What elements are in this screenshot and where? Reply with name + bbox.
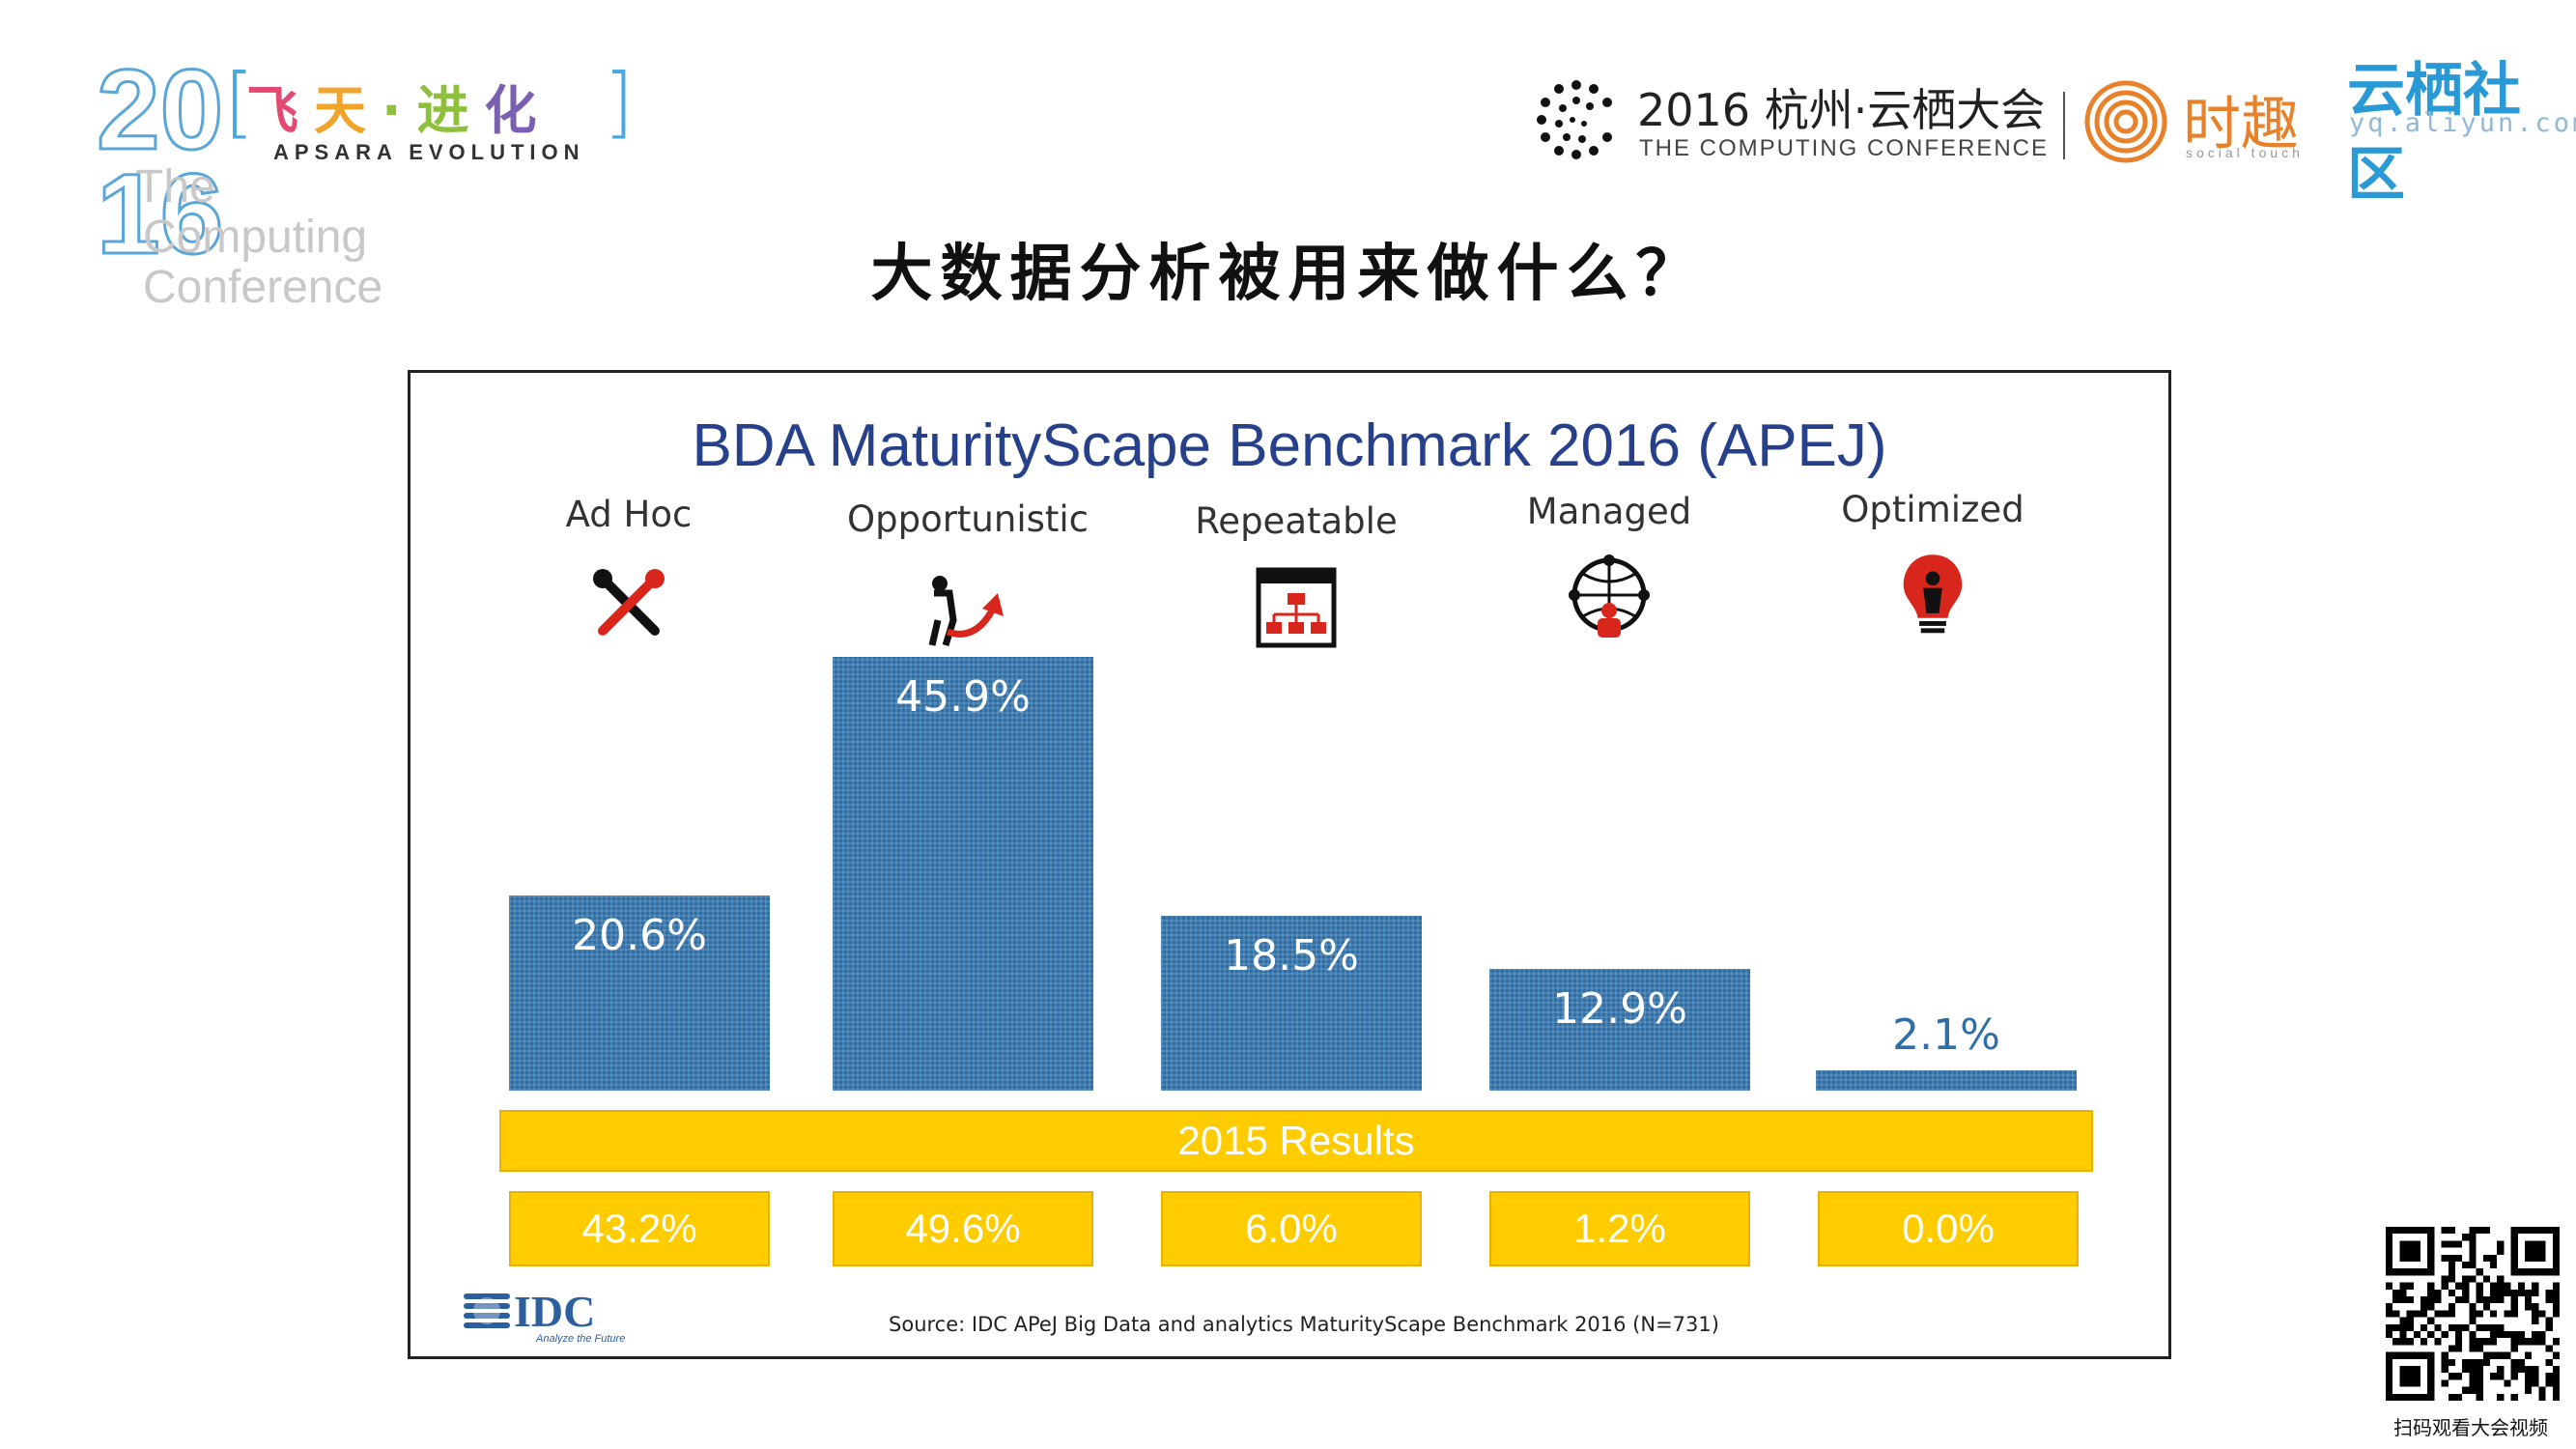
org-chart-icon: [1256, 567, 1337, 648]
conf-sub-line-2: Computing: [143, 212, 368, 263]
apsara-char-2: 天: [314, 80, 382, 141]
category-label-opportunistic: Opportunistic: [846, 498, 1090, 540]
chart-title: BDA MaturityScape Benchmark 2016 (APEJ): [692, 412, 1887, 479]
year-top-digits: 20: [95, 46, 224, 174]
idc-logo-text: IDC: [514, 1287, 595, 1336]
idc-logo: IDC Analyze the Future: [464, 1287, 625, 1344]
network-people-icon: [1569, 554, 1650, 638]
comparison-value-box: 43.2%: [509, 1191, 770, 1266]
bar-value-label: 18.5%: [1224, 931, 1359, 980]
header-divider: [2063, 92, 2065, 159]
category-label-ad-hoc: Ad Hoc: [565, 494, 693, 535]
yunqi-community-url: yq.aliyun.com: [2349, 108, 2576, 138]
yunqi-conference-subtitle: THE COMPUTING CONFERENCE: [1639, 135, 2050, 161]
slide-title: 大数据分析被用来做什么？: [870, 239, 1706, 310]
growth-arrow-icon: [928, 576, 1004, 647]
qr-code[interactable]: [2386, 1227, 2560, 1401]
category-label-optimized: Optimized: [1841, 489, 2024, 530]
lightbulb-person-icon: [1903, 554, 1963, 634]
bar-value-label: 20.6%: [572, 911, 707, 960]
comparison-value-box: 6.0%: [1161, 1191, 1422, 1266]
chart-frame: BDA MaturityScape Benchmark 2016 (APEJ) …: [408, 370, 2171, 1359]
yunqi-conference-icon: [1537, 80, 1612, 159]
qr-caption: 扫码观看大会视频: [2393, 1416, 2548, 1439]
bracket-right: ]: [604, 57, 635, 147]
bar-opportunistic: [833, 657, 1093, 1091]
apsara-char-3: ·: [382, 80, 417, 141]
comparison-value-box: 1.2%: [1489, 1191, 1750, 1266]
bar-value-label: 45.9%: [895, 672, 1031, 722]
comparison-value-box: 49.6%: [833, 1191, 1093, 1266]
tools-icon: [593, 569, 665, 636]
category-label-repeatable: Repeatable: [1195, 500, 1398, 542]
shiqu-title: 时趣: [2183, 91, 2299, 158]
bar-ad-hoc: [509, 895, 770, 1091]
apsara-char-5: 化: [484, 80, 552, 141]
bar-managed: [1489, 969, 1750, 1091]
comparison-value-box: 0.0%: [1818, 1191, 2079, 1266]
conference-subtitle: The Computing Conference: [135, 162, 383, 313]
category-label-managed: Managed: [1526, 491, 1692, 532]
conf-sub-line-3: Conference: [143, 262, 383, 313]
apsara-en-title: APSARA EVOLUTION: [273, 140, 585, 164]
idc-tagline: Analyze the Future: [535, 1333, 625, 1344]
yunqi-conference-title: 2016 杭州·云栖大会: [1637, 84, 2046, 136]
apsara-char-1: 飞: [246, 80, 314, 141]
shiqu-logo-icon: [2084, 80, 2167, 163]
bar-value-label: 12.9%: [1552, 984, 1687, 1034]
bracket-left: [: [224, 57, 255, 147]
bar-optimized: [1816, 1070, 2077, 1091]
shiqu-subtitle: social touch: [2186, 145, 2304, 160]
year-2016-logo: 20 16: [95, 46, 232, 278]
chart-source: Source: IDC APeJ Big Data and analytics …: [889, 1313, 1719, 1336]
conf-sub-line-1: The: [135, 161, 215, 213]
apsara-char-4: 进: [416, 80, 485, 141]
bar-value-label: 2.1%: [1892, 1010, 2000, 1060]
yunqi-community-title: 云栖社区: [2347, 57, 2521, 209]
comparison-band: 2015 Results: [499, 1110, 2093, 1172]
bar-repeatable: [1161, 916, 1422, 1091]
year-bottom-digits: 16: [95, 151, 224, 278]
apsara-cn-title: 飞天·进化: [246, 68, 552, 144]
